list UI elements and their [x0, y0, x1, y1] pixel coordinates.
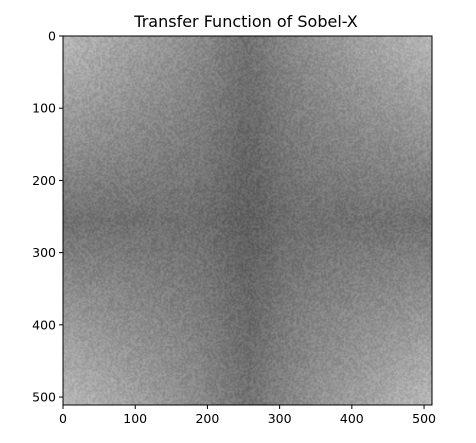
x-axis: 0 100 200 300 400 500: [59, 405, 436, 426]
y-tick-label: 0: [48, 29, 56, 44]
y-tick-label: 100: [32, 101, 56, 116]
y-tick-label: 400: [32, 317, 56, 332]
x-tick-label: 200: [195, 411, 219, 426]
x-tick-label: 300: [268, 411, 292, 426]
y-axis: 0 100 200 300 400 500: [32, 29, 63, 405]
chart-title: Transfer Function of Sobel-X: [133, 12, 357, 31]
y-tick-label: 200: [32, 173, 56, 188]
x-tick-label: 400: [340, 411, 364, 426]
x-tick-label: 0: [59, 411, 67, 426]
plot-area: [62, 35, 433, 406]
y-tick-label: 500: [32, 390, 56, 405]
axes-frame: [62, 35, 433, 406]
heatmap-image: [63, 36, 432, 405]
y-tick-label: 300: [32, 245, 56, 260]
x-tick-label: 500: [412, 411, 436, 426]
x-tick-label: 100: [123, 411, 147, 426]
